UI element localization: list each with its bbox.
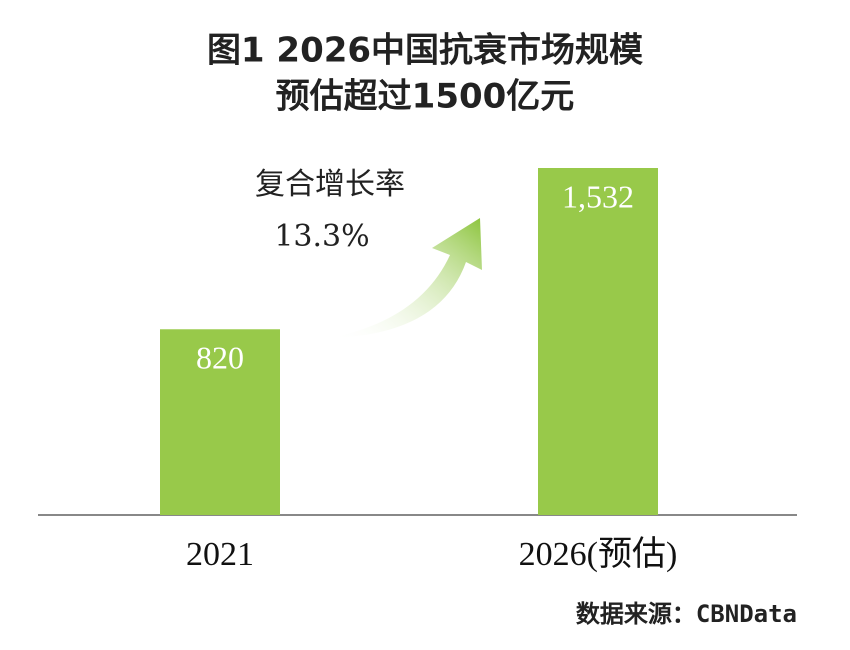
value-label: 1,532 bbox=[562, 178, 634, 214]
annotation: 复合增长率 bbox=[255, 167, 405, 202]
growth-arrow bbox=[330, 218, 482, 338]
value-label: 820 bbox=[196, 340, 244, 376]
bar bbox=[160, 329, 280, 515]
bar bbox=[538, 168, 658, 515]
annotation: 13.3% bbox=[274, 219, 369, 254]
chart-title: 预估超过1500亿元 bbox=[276, 77, 575, 117]
source: 数据来源：CBNData bbox=[576, 600, 797, 628]
x-tick-label: 2021 bbox=[186, 536, 254, 573]
x-tick-label: 2026(预估) bbox=[519, 535, 678, 573]
chart-title: 图1 2026中国抗衰市场规模 bbox=[207, 31, 643, 71]
